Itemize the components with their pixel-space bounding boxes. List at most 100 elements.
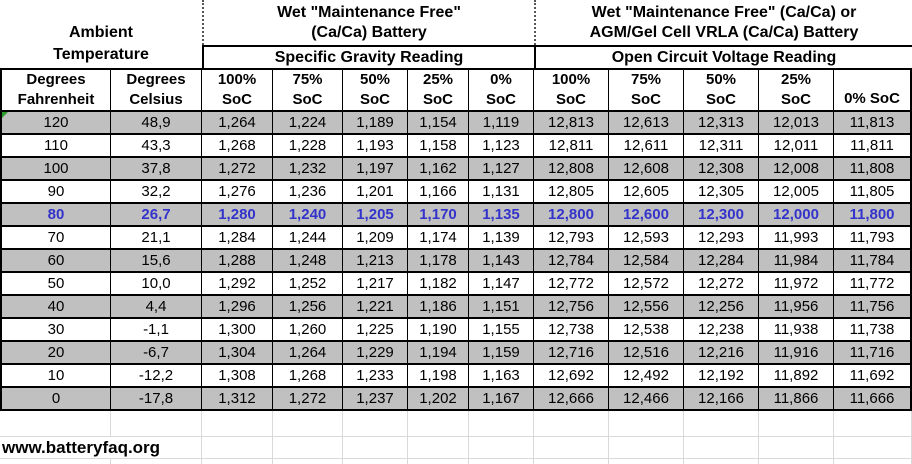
column-header-sg-0: 0% SoC: [469, 70, 534, 110]
table-cell: 1,280: [202, 204, 273, 225]
table-cell: 12,813: [534, 112, 609, 133]
table-cell: 1,248: [273, 250, 343, 271]
column-header-line: 100%: [551, 71, 591, 88]
footer-grid-cell: [469, 411, 534, 436]
table-row: 70 21,1 1,284 1,244 1,209 1,174 1,139 12,793 12,…: [0, 227, 912, 250]
table-cell: 12,013: [759, 112, 834, 133]
column-header-degrees-celsius: Degrees Celsius: [111, 70, 202, 110]
footer-grid-cell: [0, 459, 111, 464]
footer-grid-cell: [534, 459, 609, 464]
table-cell: 12,000: [759, 204, 834, 225]
column-header-sg-75: 75% SoC: [273, 70, 343, 110]
table-cell: 1,224: [273, 112, 343, 133]
table-cell: 12,600: [609, 204, 684, 225]
table-cell: 1,225: [343, 319, 408, 340]
table-cell: 12,293: [684, 227, 759, 248]
table-cell: 1,202: [408, 388, 469, 409]
table-cell: 12,516: [609, 342, 684, 363]
table-cell: 12,166: [684, 388, 759, 409]
footer-grid-cell: [834, 459, 912, 464]
ambient-line2: Temperature: [53, 46, 149, 63]
footer-grid-row: [0, 411, 912, 437]
table-cell: 11,805: [834, 181, 912, 202]
table-cell: 1,221: [343, 296, 408, 317]
table-cell: 12,738: [534, 319, 609, 340]
top-header: Ambient Temperature Wet "Maintenance Fre…: [0, 0, 912, 68]
column-header-line: 100%: [217, 71, 257, 88]
agm-vrla-title-line1: Wet "Maintenance Free" (Ca/Ca) or: [591, 3, 857, 21]
table-cell: 1,198: [408, 365, 469, 386]
footer-grid-cell: [834, 437, 912, 458]
table-row: 60 15,6 1,288 1,248 1,213 1,178 1,143 12,784 12,…: [0, 250, 912, 273]
table-cell: 12,756: [534, 296, 609, 317]
column-header-degrees-fahrenheit: Degrees Fahrenheit: [0, 70, 111, 110]
table-cell: 11,808: [834, 158, 912, 179]
column-header-sg-25: 25% SoC: [408, 70, 469, 110]
table-cell: 11,784: [834, 250, 912, 271]
table-cell: 1,276: [202, 181, 273, 202]
wet-battery-title-line1: Wet "Maintenance Free": [277, 3, 461, 21]
footer-grid-cell: [834, 411, 912, 436]
table-cell: 10: [0, 365, 111, 386]
table-cell: -12,2: [111, 365, 202, 386]
table-cell: 1,201: [343, 181, 408, 202]
table-cell: 12,305: [684, 181, 759, 202]
table-cell: 1,236: [273, 181, 343, 202]
table-cell: 12,192: [684, 365, 759, 386]
table-cell: 1,240: [273, 204, 343, 225]
footer-grid-cell: [609, 437, 684, 458]
wet-battery-title-line2: (Ca/Ca) Battery: [311, 23, 427, 41]
table-cell: 12,611: [609, 135, 684, 156]
table-cell: 15,6: [111, 250, 202, 271]
footer-grid-cell: [684, 437, 759, 458]
table-cell: 1,182: [408, 273, 469, 294]
column-header-line: SoC: [706, 91, 736, 108]
table-cell: 12,800: [534, 204, 609, 225]
table-row: 110 43,3 1,268 1,228 1,193 1,158 1,123 12,811 12…: [0, 135, 912, 158]
table-cell: 1,147: [469, 273, 534, 294]
table-cell: 10,0: [111, 273, 202, 294]
column-header-row: Degrees Fahrenheit Degrees Celsius 100% …: [0, 68, 912, 112]
footer-grid-cell: [202, 437, 273, 458]
column-header-ocv-75: 75% SoC: [609, 70, 684, 110]
column-header-ocv-100: 100% SoC: [534, 70, 609, 110]
footer-grid-cell: [609, 459, 684, 464]
column-header-line: 50%: [705, 71, 737, 88]
table-cell: 11,993: [759, 227, 834, 248]
table-row: 40 4,4 1,296 1,256 1,221 1,186 1,151 12,756 12,5…: [0, 296, 912, 319]
table-cell: 12,808: [534, 158, 609, 179]
table-cell: 1,139: [469, 227, 534, 248]
table-cell: 1,170: [408, 204, 469, 225]
table-cell: 1,312: [202, 388, 273, 409]
table-cell: 12,772: [534, 273, 609, 294]
table-cell: 1,135: [469, 204, 534, 225]
column-header-line: Celsius: [129, 91, 183, 108]
ambient-line1: Ambient: [69, 24, 133, 41]
table-cell: 1,300: [202, 319, 273, 340]
table-cell: 30: [0, 319, 111, 340]
table-cell: 1,197: [343, 158, 408, 179]
table-row: 50 10,0 1,292 1,252 1,217 1,182 1,147 12,772 12,…: [0, 273, 912, 296]
table-cell: 1,178: [408, 250, 469, 271]
footer-grid-cell: [759, 411, 834, 436]
column-header-line: 25%: [780, 71, 812, 88]
table-cell: 32,2: [111, 181, 202, 202]
table-cell: 48,9: [111, 112, 202, 133]
footer-grid-cell: [408, 459, 469, 464]
footer-grid-cell: [534, 437, 609, 458]
table-cell: 1,244: [273, 227, 343, 248]
footer-grid-cell: [408, 437, 469, 458]
table-cell: 26,7: [111, 204, 202, 225]
table-cell: 1,131: [469, 181, 534, 202]
table-cell: 1,189: [343, 112, 408, 133]
table-cell: 110: [0, 135, 111, 156]
footer-grid-cell: [343, 437, 408, 458]
table-cell: 1,127: [469, 158, 534, 179]
footer-grid-cell: [609, 411, 684, 436]
table-cell: 11,956: [759, 296, 834, 317]
table-cell: 1,151: [469, 296, 534, 317]
table-cell: 11,800: [834, 204, 912, 225]
table-cell: 1,155: [469, 319, 534, 340]
table-cell: 1,190: [408, 319, 469, 340]
footer-grid-cell: [343, 459, 408, 464]
